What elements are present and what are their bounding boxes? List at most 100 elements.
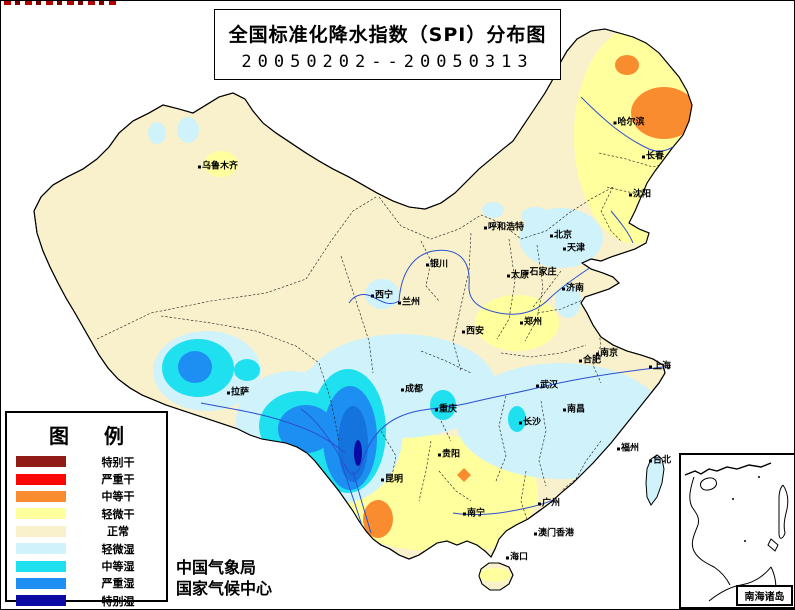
city-marker-icon [525, 271, 529, 275]
city-label: 海口 [505, 552, 529, 563]
city-label: 太原 [506, 270, 530, 281]
legend-item: 轻微干 [16, 505, 166, 522]
city-name: 银川 [429, 259, 449, 270]
city-marker-icon [537, 502, 541, 506]
moderate-dry-regions [363, 55, 692, 538]
legend-color-swatch [16, 577, 66, 589]
city-name: 乌鲁木齐 [201, 161, 239, 172]
city-marker-icon [462, 512, 466, 516]
city-name: 重庆 [438, 404, 458, 415]
city-name: 海口 [509, 552, 529, 563]
clipped-red-annotation [4, 1, 116, 5]
city-name: 西宁 [374, 290, 394, 301]
legend-item: 中等湿 [16, 557, 166, 574]
city-name: 成都 [404, 384, 424, 395]
city-marker-icon [533, 532, 537, 536]
taiwan-island [645, 454, 665, 506]
city-label: 济南 [561, 283, 585, 294]
city-marker-icon [648, 459, 652, 463]
city-label: 银川 [425, 259, 449, 270]
city-label: 哈尔滨 [613, 117, 645, 128]
city-name: 南宁 [466, 508, 486, 519]
date-range: 20050202--20050313 [241, 52, 534, 72]
city-label: 乌鲁木齐 [197, 161, 239, 172]
title-box: 全国标准化降水指数（SPI）分布图 20050202--20050313 [214, 9, 561, 80]
legend-color-swatch [16, 525, 66, 537]
city-marker-icon [506, 274, 510, 278]
legend-item-label: 正常 [107, 525, 129, 539]
city-name: 贵阳 [441, 449, 461, 460]
city-marker-icon [613, 121, 617, 125]
legend-item: 轻微湿 [16, 540, 166, 557]
city-label: 长春 [641, 152, 664, 162]
legend-item-label: 中等湿 [101, 560, 135, 574]
city-label: 天津 [562, 244, 585, 254]
city-name: 拉萨 [230, 387, 250, 398]
city-label: 澳门香港 [533, 528, 575, 539]
city-name: 兰州 [401, 297, 421, 308]
legend-item-label: 中等干 [101, 490, 135, 504]
legend-item: 严重湿 [16, 575, 166, 592]
hainan-outline-stroke [478, 562, 514, 591]
city-marker-icon [400, 388, 404, 392]
city-label: 西宁 [370, 290, 394, 301]
city-name: 济南 [565, 283, 585, 294]
city-marker-icon [397, 301, 401, 305]
city-marker-icon [561, 287, 565, 291]
legend-title: 图 例 [49, 424, 124, 448]
legend-item-label: 严重干 [101, 473, 135, 487]
city-label: 北京 [549, 230, 573, 241]
city-marker-icon [461, 330, 465, 334]
city-name: 昆明 [384, 474, 404, 485]
city-marker-icon [437, 453, 441, 457]
legend-box: 图 例 特别干 严重干 中等干 轻微干 正常 轻微湿 中等湿 严重湿 特别湿 [5, 411, 168, 608]
legend-color-swatch [16, 473, 66, 485]
city-label: 呼和浩特 [483, 223, 524, 233]
city-name: 北京 [553, 230, 573, 241]
city-marker-icon [434, 408, 438, 412]
city-name: 福州 [620, 443, 640, 454]
city-name: 太原 [510, 270, 530, 281]
province-borders [96, 152, 674, 527]
city-marker-icon [505, 556, 509, 560]
city-label: 南宁 [462, 508, 486, 519]
city-name: 沈阳 [632, 189, 652, 200]
city-marker-icon [535, 384, 539, 388]
legend-color-swatch [16, 508, 66, 520]
city-label: 昆明 [380, 474, 404, 485]
city-label: 台北 [648, 456, 671, 466]
city-name: 石家庄 [529, 267, 557, 278]
legend-color-swatch [16, 595, 66, 607]
city-marker-icon [549, 234, 553, 238]
city-label: 沈阳 [628, 189, 652, 200]
city-marker-icon [380, 478, 384, 482]
source-credit: 中国气象局 国家气候中心 [176, 557, 272, 599]
city-name: 武汉 [539, 380, 559, 391]
rivers [200, 96, 684, 534]
south-china-sea-inset: 南海诸岛 [679, 453, 794, 609]
city-name: 郑州 [523, 317, 543, 328]
legend-item: 正常 [16, 523, 166, 540]
legend-item-label: 轻微干 [101, 507, 135, 521]
legend-item-label: 严重湿 [101, 577, 135, 591]
city-label: 广州 [537, 499, 560, 509]
city-name: 澳门香港 [537, 528, 575, 539]
city-marker-icon [518, 421, 522, 425]
city-name: 哈尔滨 [617, 117, 645, 128]
legend-item: 严重干 [16, 470, 166, 487]
legend-color-swatch [16, 543, 66, 555]
legend-color-swatch [16, 560, 66, 572]
city-marker-icon [370, 294, 374, 298]
city-label: 西安 [461, 327, 484, 337]
city-name: 南昌 [566, 404, 586, 415]
legend-color-swatch [16, 456, 66, 468]
city-label: 上海 [648, 362, 671, 372]
city-marker-icon [595, 352, 599, 356]
legend-item: 特别干 [16, 453, 166, 470]
legend-item: 中等干 [16, 488, 166, 505]
china-outline-stroke [33, 28, 693, 560]
city-marker-icon [425, 263, 429, 267]
city-marker-icon [519, 321, 523, 325]
